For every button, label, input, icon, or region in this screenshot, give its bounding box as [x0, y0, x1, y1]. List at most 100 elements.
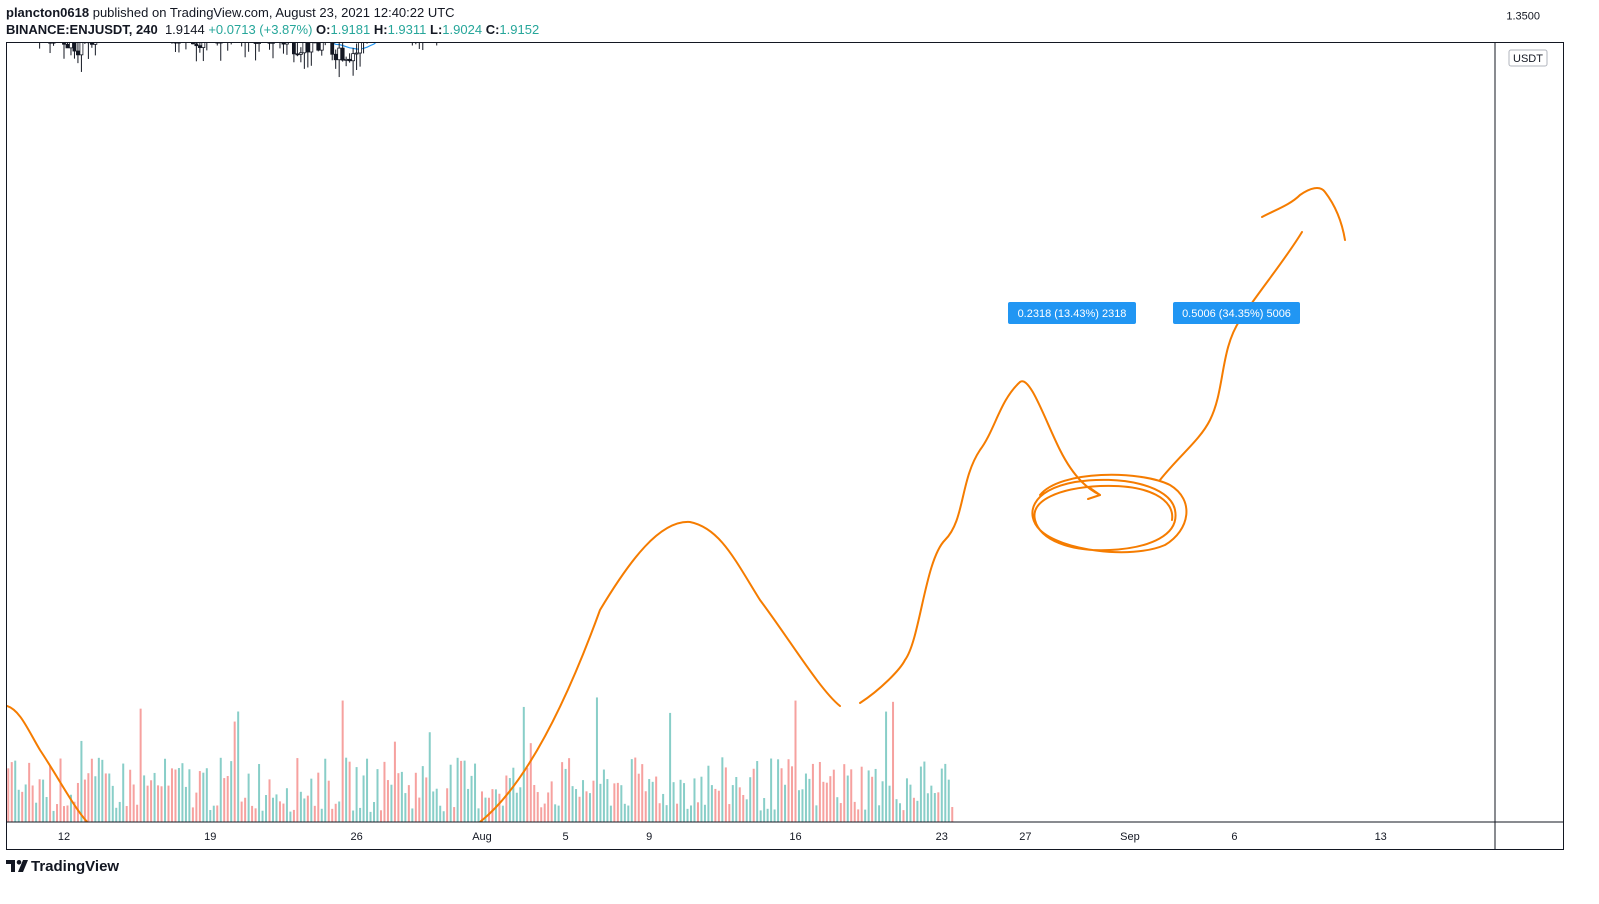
volume-bar [676, 803, 679, 822]
candle-body [453, 0, 456, 1]
candle-body [226, 37, 229, 39]
volume-bar [766, 808, 769, 822]
candle-body [136, 0, 139, 2]
volume-bar [296, 758, 299, 822]
volume-bar [174, 769, 177, 822]
drawing-wave-2 [859, 380, 1101, 704]
candle-body [568, 12, 571, 16]
candle-body [83, 37, 86, 39]
volume-bar [912, 797, 915, 822]
volume-bar [491, 789, 494, 822]
volume-bar [17, 789, 20, 822]
candle-body [101, 7, 104, 25]
volume-bar [456, 757, 459, 822]
volume-bar [310, 778, 313, 822]
volume-bar [540, 807, 543, 822]
volume-bar [4, 805, 6, 822]
candle-body [456, 0, 459, 1]
volume-bar [167, 785, 170, 822]
volume-bar [902, 810, 905, 822]
candle-body [291, 43, 296, 55]
volume-bar [885, 711, 888, 822]
volume-bar [947, 779, 950, 822]
volume-bar [136, 804, 139, 822]
volume-bar [122, 763, 125, 822]
volume-bar [871, 776, 874, 822]
volume-bar [87, 773, 90, 822]
tradingview-logo: TradingView [6, 858, 119, 875]
volume-bar [749, 777, 752, 822]
volume-bar [926, 793, 929, 822]
volume-bar [501, 805, 504, 822]
measure-1-label: 0.2318 (13.43%) 2318 [1008, 302, 1136, 324]
volume-bar [397, 773, 400, 822]
time-tick-label: 6 [1231, 831, 1237, 843]
symbol-label: BINANCE:ENJUSDT, 240 [6, 22, 158, 37]
chart-frame[interactable] [6, 42, 1564, 850]
volume-bar [561, 762, 564, 822]
volume-bar [338, 801, 341, 822]
volume-bar [853, 801, 856, 822]
volume-bar [449, 764, 452, 822]
volume-bar [373, 802, 376, 822]
candle-body [209, 24, 212, 35]
candle-body [275, 35, 278, 41]
volume-bar [268, 779, 271, 822]
moving-average-line [331, 43, 377, 50]
volume-bar [724, 767, 727, 822]
volume-bar [547, 792, 550, 822]
volume-bar [306, 795, 309, 822]
volume-bar [205, 768, 208, 822]
candle-body [404, 8, 407, 12]
volume-bar [379, 810, 382, 822]
candle-body [330, 43, 335, 55]
volume-bar [313, 805, 316, 822]
candle-body [35, 14, 38, 22]
volume-bar [76, 782, 79, 822]
volume-bar [278, 801, 281, 822]
volume-bar [627, 805, 630, 822]
volume-bar [686, 808, 689, 822]
candle-body [167, 18, 170, 21]
candle-body [194, 43, 199, 47]
volume-bar [366, 758, 369, 822]
volume-bar [390, 784, 393, 822]
volume-bar [808, 778, 811, 822]
candle-body [97, 24, 100, 33]
volume-bar [181, 763, 184, 822]
volume-bar [916, 800, 919, 822]
candle-body [298, 52, 303, 55]
volume-bar [209, 810, 212, 822]
volume-bar [219, 757, 222, 822]
volume-bar [470, 775, 473, 822]
volume-bar [73, 801, 76, 822]
volume-bar [738, 787, 741, 822]
volume-bar [160, 786, 163, 822]
volume-bar [244, 797, 247, 822]
volume-bar [421, 766, 424, 822]
volume-bar [585, 791, 588, 822]
volume-bar [195, 792, 198, 822]
candle-body [432, 28, 435, 29]
volume-bar [937, 792, 940, 822]
time-tick-label: 19 [204, 831, 216, 843]
volume-bar [630, 759, 633, 822]
volume-bar [839, 803, 842, 822]
candle-body [390, 5, 393, 14]
volume-bar [797, 790, 800, 822]
candle-body [108, 6, 111, 21]
volume-bar [139, 708, 142, 822]
volume-bar [90, 758, 93, 822]
volume-bar [529, 743, 532, 822]
candle-body [347, 58, 352, 62]
volume-bar [944, 763, 947, 822]
publish-text: published on TradingView.com, August 23,… [92, 5, 455, 20]
candle-body [305, 43, 310, 53]
candle-body [550, 6, 553, 13]
volume-bar [49, 765, 52, 822]
volume-bar [59, 758, 62, 822]
volume-bar [599, 783, 602, 822]
candle-body [271, 43, 275, 44]
candle-body [564, 12, 567, 18]
